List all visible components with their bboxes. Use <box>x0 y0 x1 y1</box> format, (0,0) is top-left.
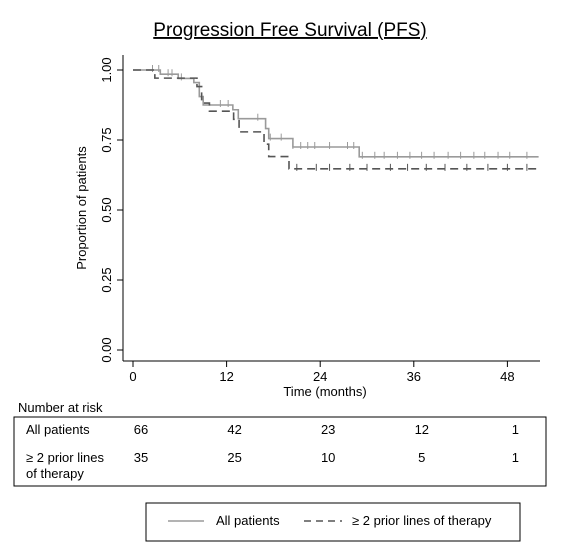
legend-label-all-patients: All patients <box>216 513 280 528</box>
y-tick-label: 0.75 <box>99 127 114 152</box>
risk-row-label: All patients <box>26 422 90 437</box>
chart-title: Progression Free Survival (PFS) <box>153 20 426 41</box>
risk-value: 23 <box>321 422 335 437</box>
x-tick-label: 36 <box>407 369 421 384</box>
risk-value: 12 <box>415 422 429 437</box>
x-axis-label: Time (months) <box>283 384 366 399</box>
risk-row-label: ≥ 2 prior lines <box>26 450 104 465</box>
risk-value: 42 <box>227 422 241 437</box>
x-tick-label: 24 <box>313 369 327 384</box>
km-line-prior-lines <box>133 69 539 170</box>
risk-value: 1 <box>512 450 519 465</box>
y-tick-label: 0.00 <box>99 337 114 362</box>
x-tick-label: 12 <box>219 369 233 384</box>
risk-value: 1 <box>512 422 519 437</box>
risk-value: 5 <box>418 450 425 465</box>
y-tick-label: 0.50 <box>99 197 114 222</box>
x-tick-label: 0 <box>129 369 136 384</box>
risk-table-box <box>13 416 547 487</box>
risk-value: 10 <box>321 450 335 465</box>
risk-value: 35 <box>134 450 148 465</box>
legend-label-prior-lines: ≥ 2 prior lines of therapy <box>352 513 492 528</box>
risk-table-header: Number at risk <box>18 400 103 415</box>
plot-area: 0.00 0.25 0.50 0.75 1.00 0 12 24 36 48 <box>99 55 540 384</box>
legend-box <box>145 502 521 542</box>
risk-value: 66 <box>134 422 148 437</box>
risk-row-label: of therapy <box>26 466 84 481</box>
risk-value: 25 <box>227 450 241 465</box>
y-axis-label: Proportion of patients <box>74 146 89 270</box>
y-tick-label: 1.00 <box>99 57 114 82</box>
y-tick-label: 0.25 <box>99 267 114 292</box>
x-tick-label: 48 <box>500 369 514 384</box>
km-line-all-patients <box>133 69 539 158</box>
